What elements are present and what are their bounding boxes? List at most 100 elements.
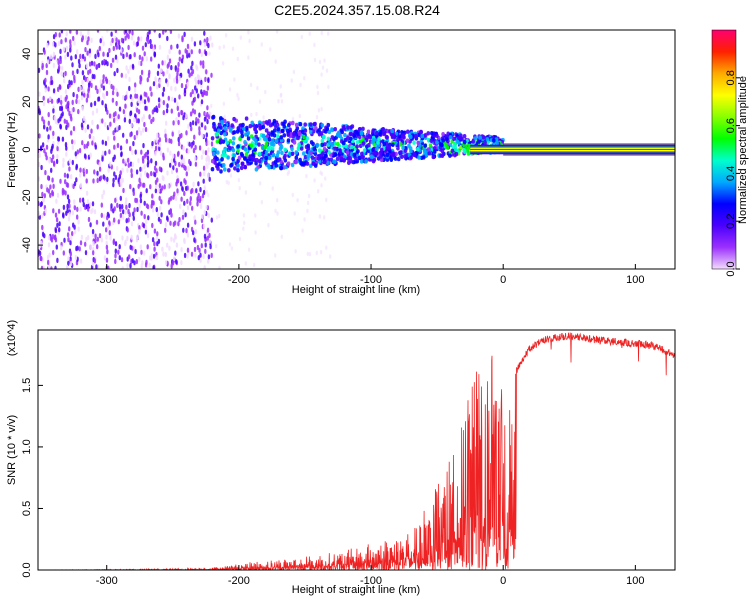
spectrogram-cell [294,155,299,160]
spectrogram-cell [230,246,234,251]
spectrogram-cell [90,209,93,215]
spectrogram-cell [112,182,115,188]
spectrogram-cell [96,124,99,130]
spectrogram-cell [180,196,183,202]
spectrogram-cell [49,184,52,190]
spectrogram-cell [66,203,69,209]
spectrogram-cell [83,56,87,62]
spectrogram-cell [303,217,306,222]
spectrogram-cell [326,160,330,165]
spectrogram-cell [131,30,134,36]
spectrogram-cell [38,108,41,114]
spectrogram-cell [108,113,112,119]
spectrogram-cell [144,229,148,235]
spectrogram-cell [290,78,293,83]
spectrogram-cell [84,47,87,53]
spectrogram-cell [93,74,96,80]
spectrogram-cell [257,142,261,147]
spectrogram-cell [450,148,455,153]
spectrogram-cell [177,61,180,68]
spectrogram-cell [236,56,239,62]
spectrogram-cell [153,30,156,33]
spectrogram-cell [96,170,99,176]
spectrogram-cell [137,127,141,133]
spectrogram-cell [85,236,88,242]
spectrogram-cell [396,156,401,162]
spectrogram-cell [79,85,82,92]
spectrogram-cell [166,81,169,87]
spectrogram-cell [262,120,266,126]
spectrogram-cell [168,138,171,144]
spectrogram-cell [109,121,112,127]
spectrogram-cell [112,85,115,91]
spectrogram-cell [116,58,119,64]
spectrogram-cell [75,30,79,35]
spectrogram-cell [113,217,116,223]
spectrogram-cell [128,118,131,124]
spectrogram-cell [305,161,310,166]
spectrogram-cell [50,157,54,164]
spectrogram-cell [189,111,193,117]
spectrogram-cell [67,237,70,243]
spectrogram-cell [303,128,308,133]
spectrogram-cell [221,61,225,66]
spectrogram-cell [235,129,240,134]
spectrogram-cell [83,153,87,159]
spectrogram-cell [176,67,180,73]
spectrogram-cell [111,97,115,103]
spectrogram-cell [238,136,242,142]
spectrogram-cell [79,206,82,212]
spectrogram-cell [158,195,161,201]
y-tick-label: -40 [21,237,33,253]
snr-x-axis: -300 -200 -100 0 100 [96,565,645,587]
spectrogram-cell [233,77,236,82]
spectrogram-cell [91,229,95,235]
spectrogram-cell [145,92,148,98]
spectrogram-cell [320,123,325,128]
spectrogram-cell [81,105,84,112]
spectrogram-cell [283,158,288,163]
spectrogram-cell [167,183,170,189]
spectrogram-cell [65,119,69,125]
spectrogram-cell [127,34,130,40]
spectrogram-cell [399,150,403,155]
spectrogram-cell [297,131,302,137]
spectrogram-cell [172,165,175,171]
spectrogram-cell [176,101,179,107]
spectrogram-cell [399,142,403,147]
spectrogram-cell [183,87,187,93]
spectrogram-cell [313,57,317,63]
spectrogram-cell [141,98,144,104]
spectrogram-cell [364,159,368,164]
spectrogram-cell [44,77,47,83]
spectrogram-cell [182,145,185,151]
spectrogram-cell [51,191,55,197]
spectrogram-cell [82,115,86,122]
spectrogram-cell [313,42,316,48]
spectrogram-cell [67,260,70,266]
spectrogram-cell [167,95,170,101]
spectrogram-cell [191,69,195,75]
spectrogram-cell [236,168,240,173]
spectrogram-cell [98,87,102,93]
spectrogram-cell [180,83,184,89]
spectrogram-cell [163,60,167,66]
spectrogram-cell [139,166,142,172]
spectrogram-cell [430,131,434,136]
spectrogram-cell [157,97,161,103]
spectrogram-cell [186,205,190,211]
spectrogram-cell [412,140,416,145]
spectrogram-cell [414,133,418,139]
spectrogram-cell [237,177,240,183]
spectrogram-cell [50,79,54,85]
spectrogram-cell [300,34,303,40]
spectrogram-cell [154,179,158,185]
spectrogram-cell [195,64,198,70]
spectrogram-cell [245,158,250,164]
spectrogram-cell [146,155,150,161]
colorbar-label: Normalized spectral amplitude [737,76,749,224]
spectrogram-cell [85,168,89,175]
spectrogram-cell [327,129,332,135]
spectrogram-cell [361,126,365,131]
spectrogram-cell [128,76,131,83]
